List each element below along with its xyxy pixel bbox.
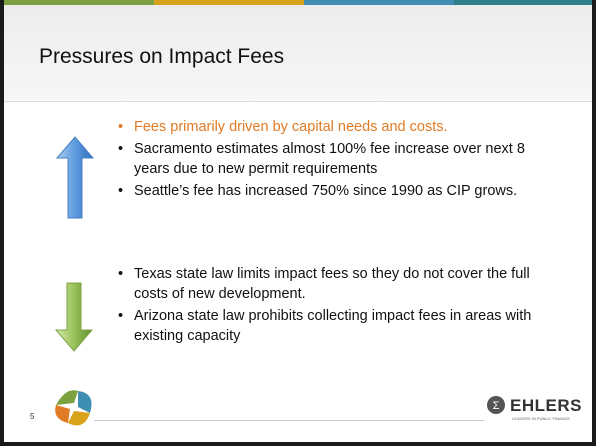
page-number: 5: [30, 412, 35, 421]
increase-list: Fees primarily driven by capital needs a…: [116, 117, 556, 203]
footer-line: [94, 420, 484, 421]
title-bar: Pressures on Impact Fees: [4, 5, 592, 102]
bullet: Fees primarily driven by capital needs a…: [116, 117, 556, 137]
slide: Pressures on Impact Fees Σ Fees primaril…: [4, 0, 592, 442]
ehlers-mark: [487, 396, 505, 414]
bullet: Arizona state law prohibits collecting i…: [116, 306, 556, 346]
slide-title: Pressures on Impact Fees: [39, 45, 285, 68]
stripe: [454, 0, 592, 5]
stripe: [4, 0, 154, 5]
bullet: Seattle’s fee has increased 750% since 1…: [116, 181, 556, 201]
down-arrow: [54, 282, 94, 352]
bullet: Texas state law limits impact fees so th…: [116, 264, 556, 304]
footer-logo: [55, 390, 92, 426]
logo-tagline: LEADERS IN PUBLIC FINANCE: [512, 416, 571, 421]
logo-name: EHLERS: [510, 396, 582, 415]
decrease-list: Texas state law limits impact fees so th…: [116, 264, 556, 348]
sigma: Σ: [493, 400, 500, 412]
stripe: [154, 0, 304, 5]
up-arrow: [55, 136, 95, 219]
bullet: Sacramento estimates almost 100% fee inc…: [116, 139, 556, 179]
arrows: Σ: [54, 136, 505, 426]
stripe: [304, 0, 454, 5]
